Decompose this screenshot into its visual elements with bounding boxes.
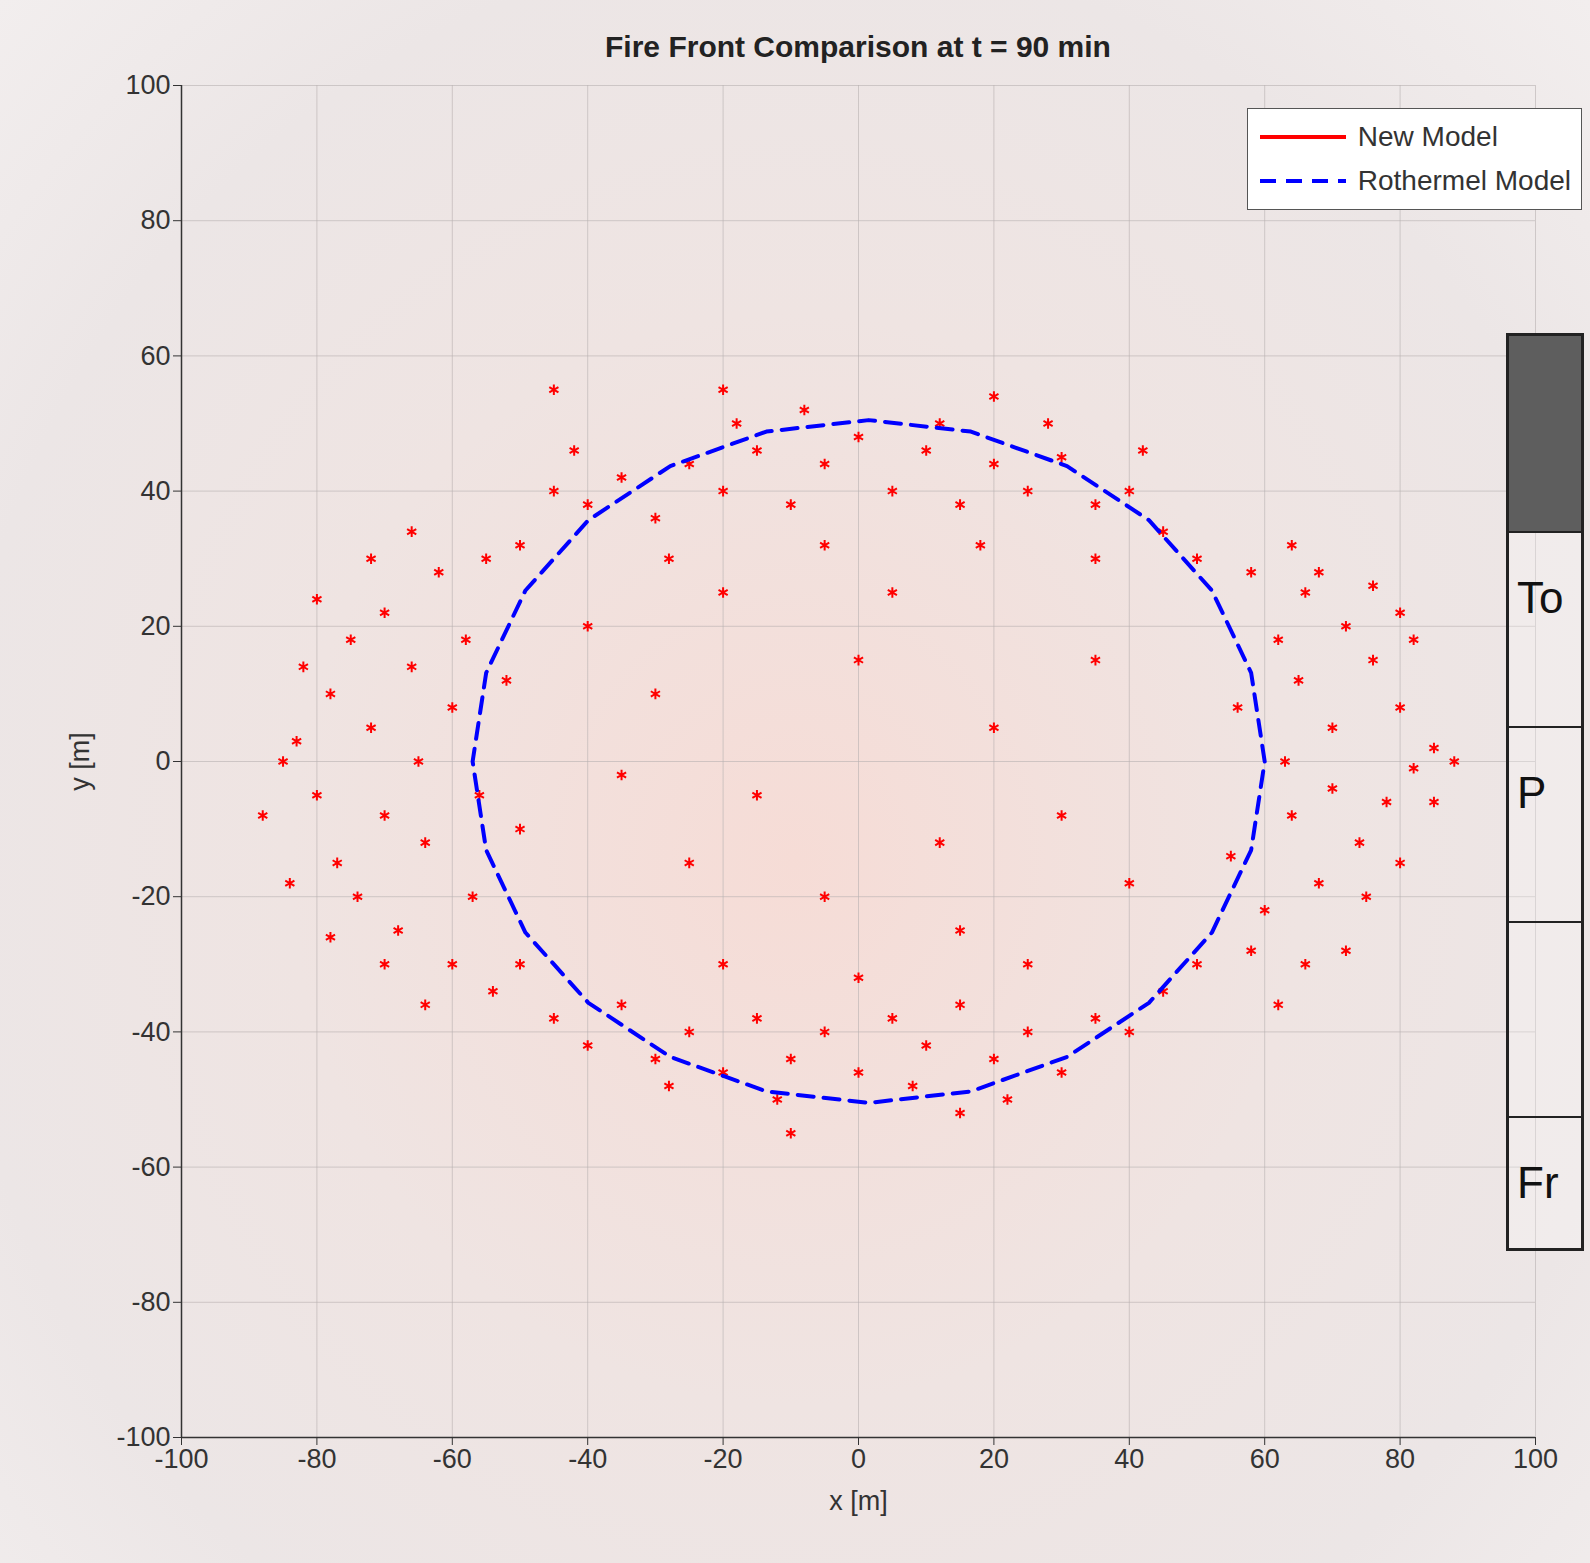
svg-text:60: 60	[140, 341, 170, 371]
svg-text:80: 80	[140, 205, 170, 235]
svg-text:20: 20	[979, 1444, 1009, 1474]
svg-text:-80: -80	[297, 1444, 336, 1474]
svg-text:-60: -60	[433, 1444, 472, 1474]
svg-text:100: 100	[1513, 1444, 1558, 1474]
html-text:New Model: New Model	[1357, 121, 1498, 152]
svg-text:-100: -100	[116, 1422, 170, 1452]
html-text:P: P	[1517, 768, 1547, 817]
svg-text:-100: -100	[154, 1443, 209, 1474]
svg-text:80: 80	[1385, 1444, 1415, 1474]
svg-text:y [m]: y [m]	[65, 732, 95, 791]
svg-text:-60: -60	[131, 1152, 170, 1182]
svg-text:40: 40	[1114, 1444, 1144, 1474]
html-text:To: To	[1517, 573, 1564, 622]
svg-text:100: 100	[125, 70, 170, 100]
html-text:Fire Front Comparison at t = 9: Fire Front Comparison at t = 90 min	[605, 30, 1111, 63]
svg-text:x [m]: x [m]	[829, 1486, 888, 1516]
svg-text:-40: -40	[131, 1017, 170, 1047]
svg-text:-20: -20	[131, 881, 170, 911]
svg-text:0: 0	[851, 1444, 866, 1474]
svg-text:-40: -40	[568, 1444, 607, 1474]
svg-text:-20: -20	[704, 1444, 743, 1474]
svg-text:60: 60	[1250, 1444, 1280, 1474]
svg-text:20: 20	[140, 611, 170, 641]
svg-text:40: 40	[140, 476, 170, 506]
html-text:Fr: Fr	[1517, 1158, 1559, 1207]
html-text:Rothermel Model: Rothermel Model	[1357, 165, 1571, 196]
svg-text:-80: -80	[131, 1287, 170, 1317]
svg-text:0: 0	[155, 746, 170, 776]
